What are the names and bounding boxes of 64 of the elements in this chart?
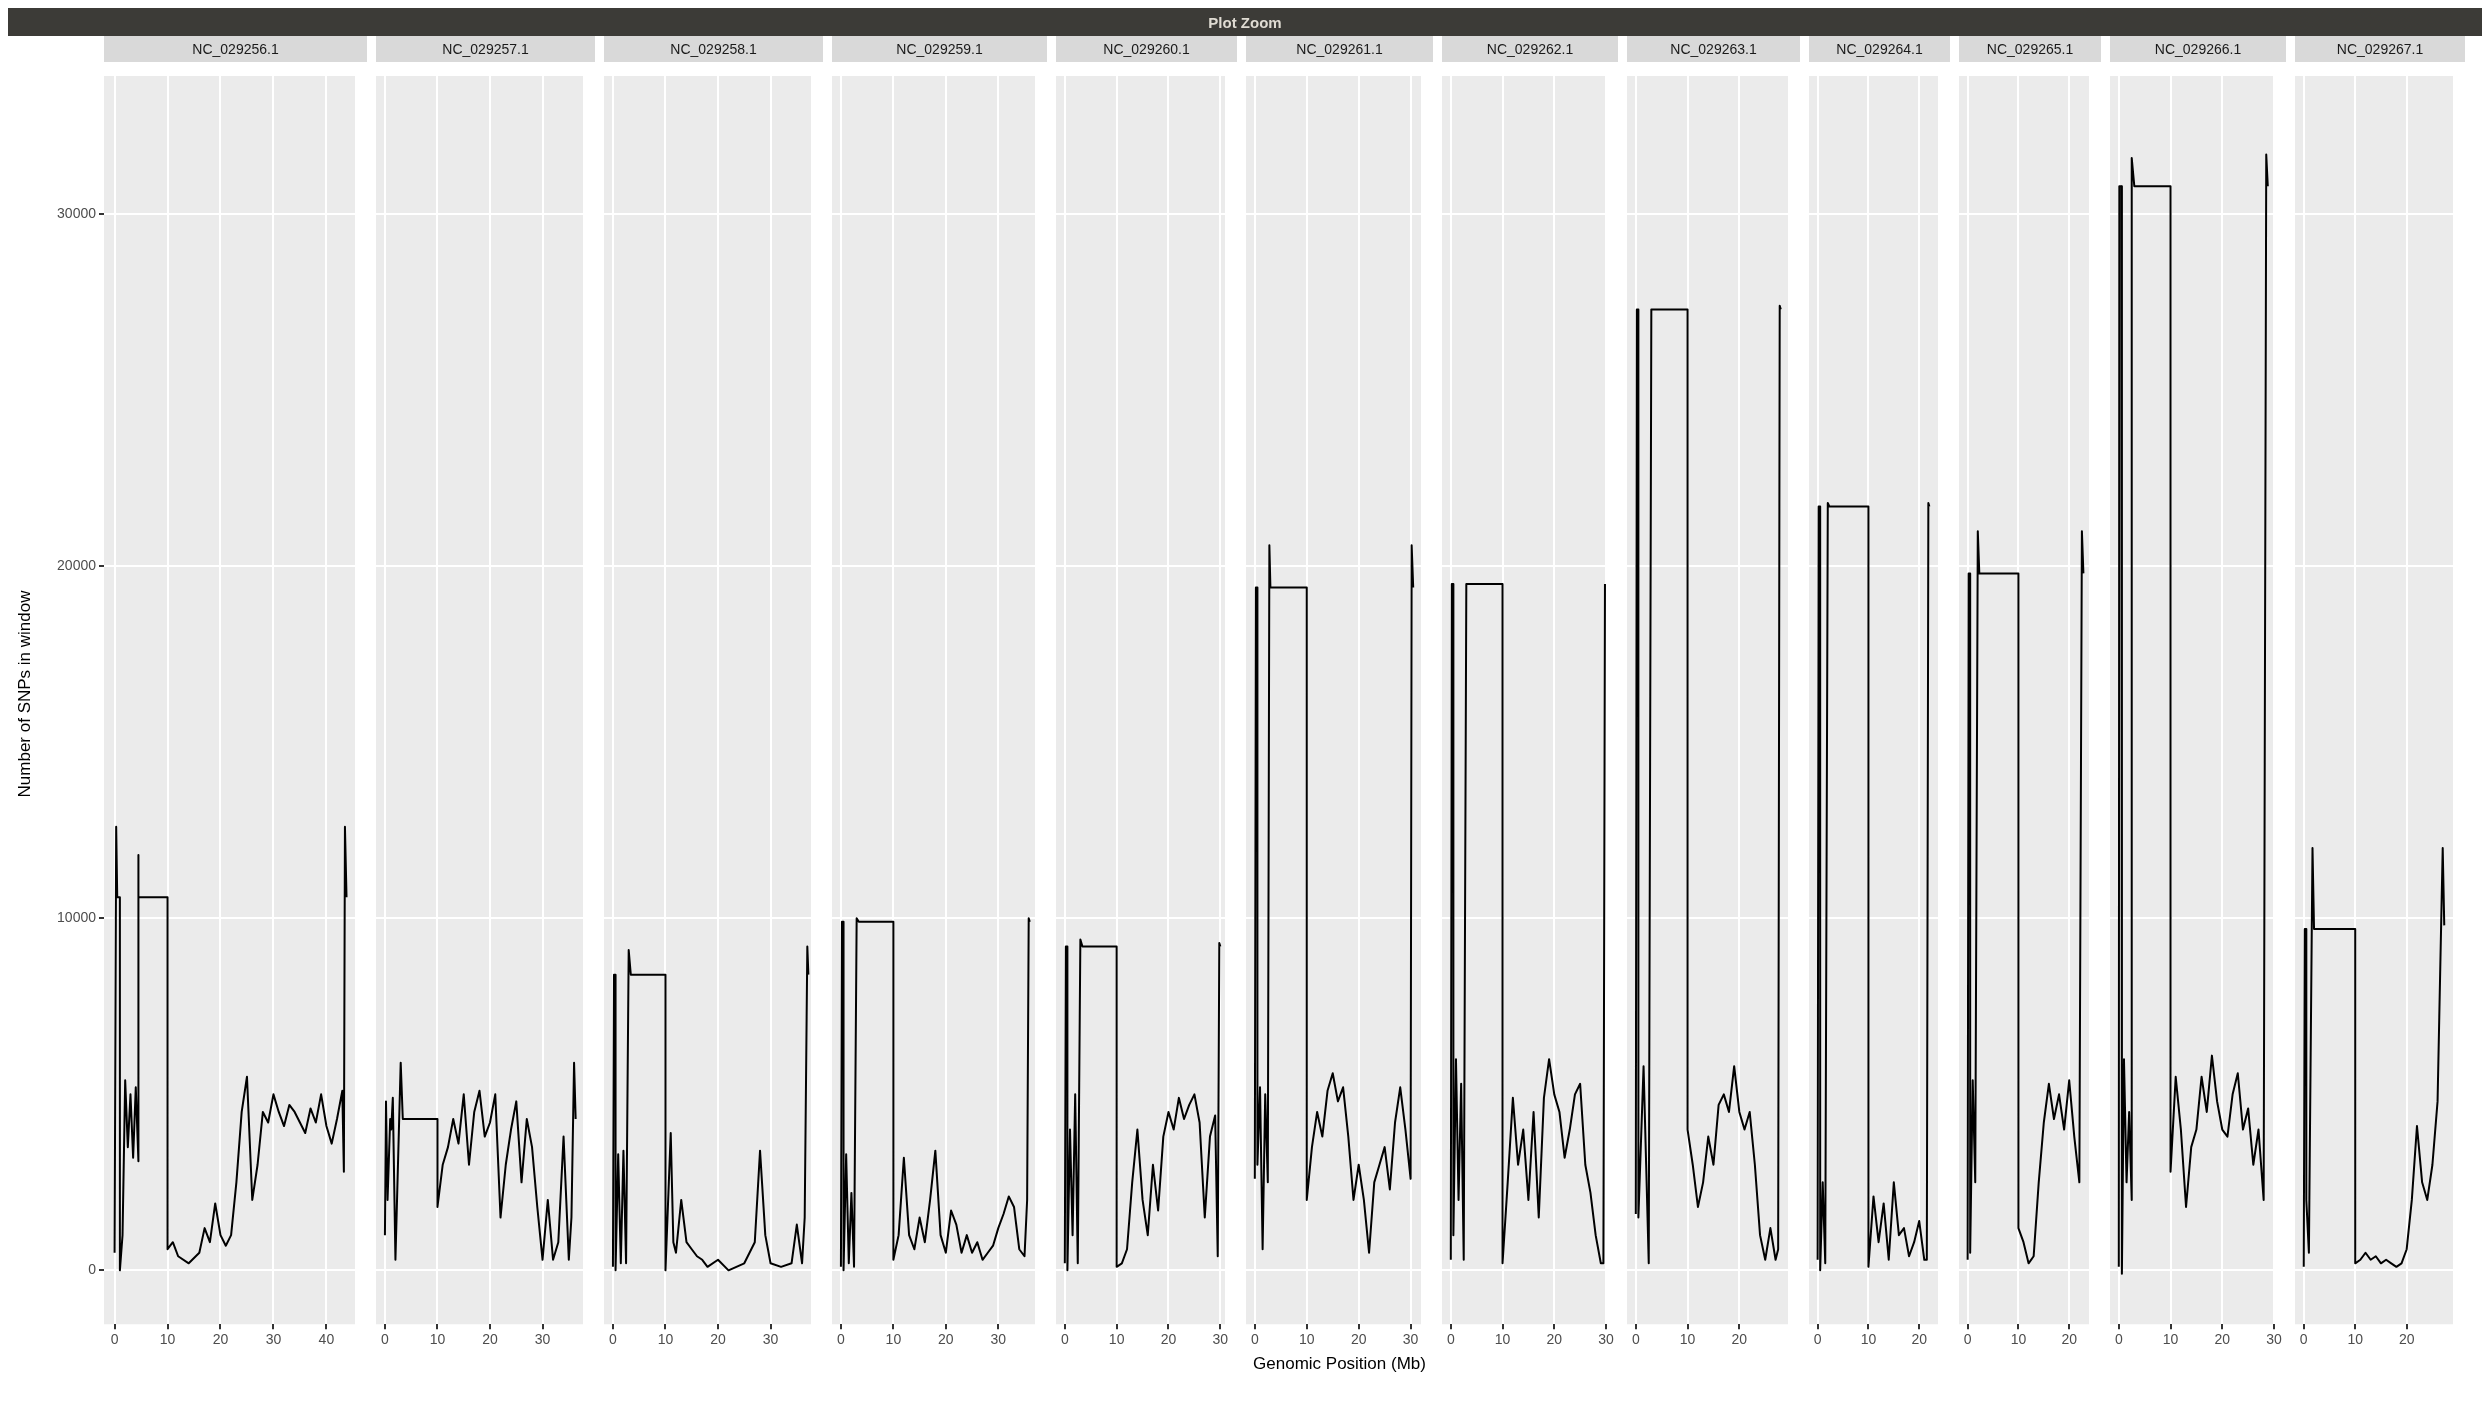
chart-title: NC_029258.1: [604, 36, 823, 62]
x-tick-label: 0: [1963, 1331, 1972, 1348]
x-tick-label: 30: [2266, 1331, 2282, 1348]
chart-title: NC_029257.1: [376, 36, 595, 62]
chart-title: NC_029262.1: [1442, 36, 1618, 62]
y-tick-label: 30000: [57, 205, 97, 222]
x-tick-label: 30: [990, 1331, 1007, 1348]
x-tick-label: 20: [1160, 1331, 1177, 1348]
chart-title: NC_029263.1: [1627, 36, 1800, 62]
x-tick-label: 20: [212, 1331, 229, 1348]
x-tick-label: 30: [534, 1331, 551, 1348]
y-tick-label: 0: [88, 1261, 97, 1278]
x-tick-label: 20: [2398, 1331, 2415, 1348]
x-tick-label: 0: [1813, 1331, 1822, 1348]
x-tick-label: 0: [609, 1331, 618, 1348]
x-tick-label: 20: [1731, 1331, 1748, 1348]
x-tick-label: 0: [2299, 1331, 2308, 1348]
x-tick-label: 0: [1631, 1331, 1640, 1348]
x-tick-label: 0: [2114, 1331, 2123, 1348]
x-tick-label: 20: [1911, 1331, 1928, 1348]
x-tick-label: 20: [1546, 1331, 1563, 1348]
x-tick-label: 10: [1494, 1331, 1511, 1348]
x-tick-label: 20: [1350, 1331, 1367, 1348]
chart-title: NC_029264.1: [1809, 36, 1950, 62]
x-tick-label: 0: [1060, 1331, 1069, 1348]
x-tick-label: 30: [1402, 1331, 1419, 1348]
x-tick-label: 30: [1212, 1331, 1229, 1348]
chart-title: NC_029265.1: [1959, 36, 2101, 62]
x-tick-label: 0: [1446, 1331, 1455, 1348]
x-tick-label: 10: [1679, 1331, 1696, 1348]
x-tick-label: 0: [110, 1331, 119, 1348]
x-tick-label: 20: [938, 1331, 954, 1348]
x-tick-label: 0: [381, 1331, 390, 1348]
y-tick-label: 10000: [57, 909, 97, 926]
x-tick-label: 10: [1298, 1331, 1315, 1348]
x-tick-label: 20: [2061, 1331, 2078, 1348]
x-tick-label: 10: [2347, 1331, 2364, 1348]
x-tick-label: 0: [837, 1331, 846, 1348]
x-axis-title: Genomic Position (Mb): [1253, 1354, 1426, 1374]
x-tick-label: 20: [482, 1331, 498, 1348]
chart-title: NC_029259.1: [832, 36, 1047, 62]
x-tick-label: 30: [1598, 1331, 1614, 1348]
x-tick-label: 10: [429, 1331, 446, 1348]
x-tick-label: 20: [2214, 1331, 2231, 1348]
chart-title: NC_029256.1: [104, 36, 367, 62]
x-tick-label: 10: [2010, 1331, 2027, 1348]
x-tick-label: 0: [1250, 1331, 1259, 1348]
x-tick-label: 10: [1108, 1331, 1125, 1348]
chart-title: NC_029261.1: [1246, 36, 1433, 62]
y-axis-title: Number of SNPs in window: [15, 590, 35, 798]
text: Plot Zoom: [1208, 13, 1282, 31]
x-tick-label: 10: [159, 1331, 176, 1348]
x-tick-label: 40: [318, 1331, 335, 1348]
x-tick-label: 30: [762, 1331, 779, 1348]
x-tick-label: 20: [710, 1331, 726, 1348]
y-tick-label: 20000: [57, 557, 97, 574]
x-tick-label: 10: [1860, 1331, 1877, 1348]
x-tick-label: 10: [657, 1331, 674, 1348]
chart-title: NC_029260.1: [1056, 36, 1237, 62]
x-tick-label: 10: [885, 1331, 902, 1348]
chart-title: NC_029267.1: [2295, 36, 2465, 62]
x-tick-label: 10: [2162, 1331, 2179, 1348]
chart-title: NC_029266.1: [2110, 36, 2286, 62]
x-tick-label: 30: [265, 1331, 282, 1348]
